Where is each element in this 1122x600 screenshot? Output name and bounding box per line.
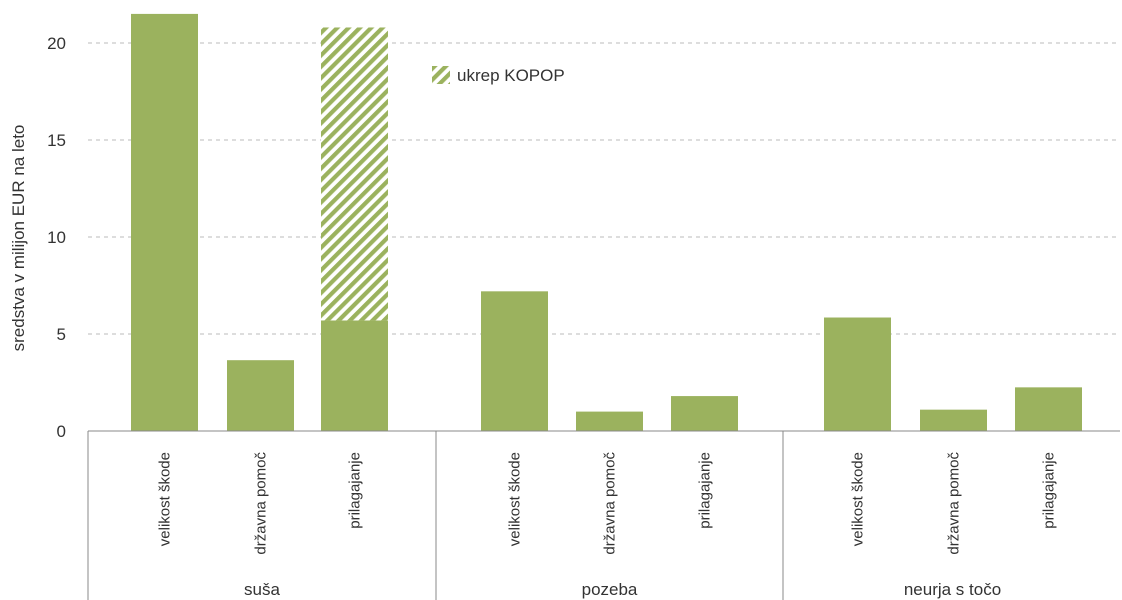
y-axis-label: sredstva v milijon EUR na leto <box>9 125 28 352</box>
gridlines <box>88 42 1120 335</box>
category-label: državna pomoč <box>602 452 619 555</box>
bar-2-0 <box>824 317 891 431</box>
axes <box>87 430 1120 600</box>
group-label: pozeba <box>582 580 638 599</box>
category-label: prilagajanje <box>1041 452 1058 529</box>
bar-1-2 <box>671 396 738 431</box>
group-label: suša <box>244 580 280 599</box>
category-label: prilagajanje <box>347 452 364 529</box>
bar-0-1 <box>227 360 294 431</box>
category-label: državna pomoč <box>946 452 963 555</box>
legend: ukrep KOPOP <box>432 66 565 85</box>
category-label: prilagajanje <box>697 452 714 529</box>
y-tick-label: 10 <box>47 228 66 247</box>
bar-0-2 <box>321 320 388 431</box>
bars <box>131 13 1082 432</box>
bar-2-2 <box>1015 387 1082 431</box>
bar-kopop-0-2 <box>321 27 388 321</box>
y-tick-label: 20 <box>47 34 66 53</box>
y-tick-label: 5 <box>57 325 66 344</box>
bar-2-1 <box>920 409 987 431</box>
group-labels: suša pozeba neurja s točo <box>244 580 1001 599</box>
bar-1-1 <box>576 411 643 431</box>
bar-0-0 <box>131 13 198 432</box>
legend-swatch-kopop <box>432 66 450 84</box>
legend-label-kopop: ukrep KOPOP <box>457 66 565 85</box>
category-label: državna pomoč <box>253 452 270 555</box>
y-tick-label: 15 <box>47 131 66 150</box>
group-label: neurja s točo <box>904 580 1001 599</box>
category-label: velikost škode <box>850 452 867 546</box>
category-label: velikost škode <box>507 452 524 546</box>
category-labels: velikost škode državna pomoč prilagajanje v… <box>157 452 1058 555</box>
y-tick-label: 0 <box>57 422 66 441</box>
category-label: velikost škode <box>157 452 174 546</box>
bar-1-0 <box>481 291 548 431</box>
y-tick-labels: 0 5 10 15 20 <box>47 34 66 441</box>
